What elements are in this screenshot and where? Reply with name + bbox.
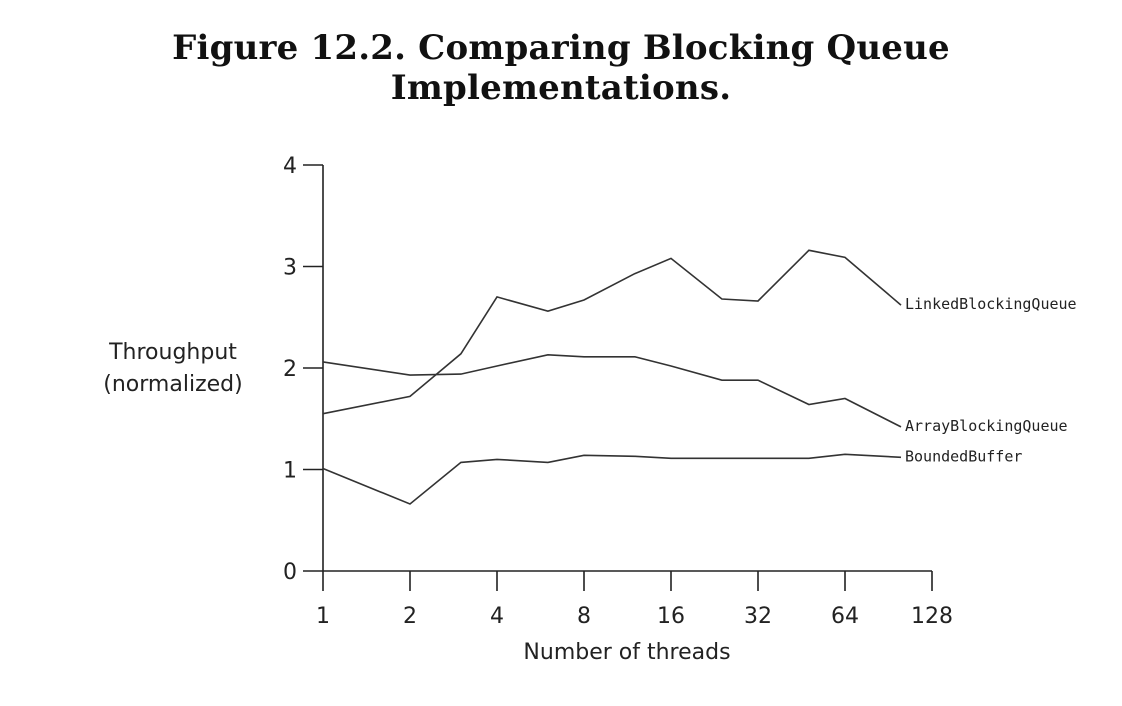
x-tick-label: 4 [490,604,504,629]
y-axis-label: (normalized) [103,372,242,397]
x-axis-label: Number of threads [523,640,730,665]
series-line-LinkedBlockingQueue [322,249,902,415]
series-label-BoundedBuffer: BoundedBuffer [905,447,1022,465]
x-tick-label: 2 [403,604,417,629]
series-label-LinkedBlockingQueue: LinkedBlockingQueue [905,295,1077,313]
x-tick-label: 128 [911,604,953,629]
y-axis-label: Throughput [108,340,237,365]
x-tick-label: 8 [577,604,591,629]
figure-title: Figure 12.2. Comparing Blocking Queue Im… [172,28,950,108]
y-tick-label: 0 [283,560,297,585]
x-tick-label: 64 [831,604,859,629]
x-tick-label: 32 [744,604,772,629]
series-line-BoundedBuffer [322,453,902,505]
series-line-ArrayBlockingQueue [322,353,902,428]
series-label-ArrayBlockingQueue: ArrayBlockingQueue [905,417,1068,435]
y-tick-label: 4 [283,154,297,179]
y-tick-label: 3 [283,256,297,281]
x-tick-label: 1 [316,604,330,629]
y-tick-label: 1 [283,459,297,484]
x-tick-label: 16 [657,604,685,629]
y-tick-label: 2 [283,357,297,382]
